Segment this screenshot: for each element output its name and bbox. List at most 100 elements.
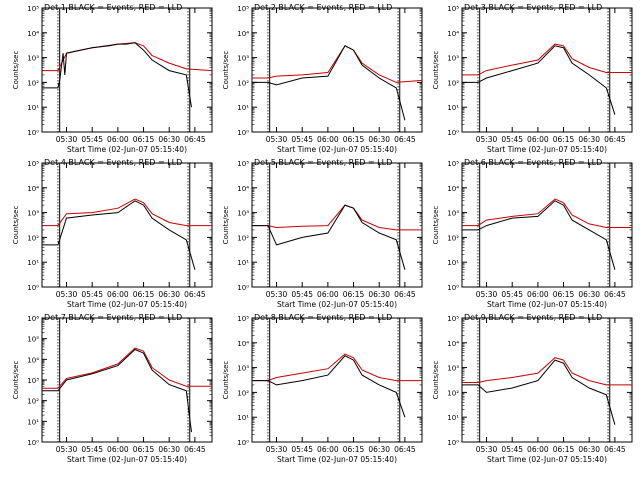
y-tick-label: 10⁰ <box>447 284 459 292</box>
y-axis-label: Counts/sec <box>12 206 20 245</box>
y-tick-label: 10⁵ <box>237 160 249 168</box>
plot-frame <box>461 7 633 133</box>
series-line-lld <box>462 357 632 386</box>
y-tick-label: 10⁵ <box>237 315 249 323</box>
x-tick-label: 06:45 <box>604 135 626 144</box>
series-line-events <box>462 359 616 425</box>
y-tick-label: 10⁵ <box>447 315 459 323</box>
y-tick-label: 10⁴ <box>447 185 459 193</box>
y-tick-label: 10¹ <box>27 104 39 112</box>
panel-title: Det 9 BLACK = Events, RED = LLD <box>464 313 602 322</box>
x-tick-label: 05:45 <box>81 290 103 299</box>
series-line-lld <box>42 42 213 72</box>
y-tick-label: 10⁵ <box>27 160 39 168</box>
x-axis-label: Start Time (02-Jun-07 05:15:40) <box>277 455 397 464</box>
x-tick-label: 05:30 <box>266 135 288 144</box>
y-tick-label: 10⁴ <box>237 30 249 38</box>
x-tick-label: 05:45 <box>501 135 523 144</box>
y-tick-label: 10³ <box>27 210 39 218</box>
plot-frame <box>461 162 633 288</box>
x-tick-label: 06:30 <box>158 290 180 299</box>
y-tick-label: 10² <box>237 389 249 397</box>
y-axis-label: Counts/sec <box>222 206 230 245</box>
x-tick-label: 06:15 <box>553 135 575 144</box>
y-tick-label: 10¹ <box>237 259 249 267</box>
x-tick-label: 06:45 <box>184 445 206 454</box>
x-tick-label: 06:00 <box>317 135 339 144</box>
series-line-lld <box>252 45 423 83</box>
x-tick-label: 06:30 <box>158 135 180 144</box>
y-tick-label: 10⁵ <box>237 5 249 13</box>
y-tick-label: 10⁵ <box>27 336 39 344</box>
y-tick-label: 10¹ <box>237 414 249 422</box>
panel-title: Det 3 BLACK = Events, RED = LLD <box>464 3 602 12</box>
y-tick-label: 10⁴ <box>27 356 39 364</box>
y-axis-label: Counts/sec <box>432 206 440 245</box>
y-tick-label: 10³ <box>27 377 39 385</box>
y-tick-label: 10¹ <box>447 414 459 422</box>
x-tick-label: 05:45 <box>291 135 313 144</box>
x-tick-label: 05:30 <box>476 290 498 299</box>
y-tick-label: 10⁴ <box>447 30 459 38</box>
y-tick-label: 10¹ <box>237 104 249 112</box>
x-tick-label: 06:45 <box>184 135 206 144</box>
x-tick-label: 06:45 <box>394 445 416 454</box>
y-tick-label: 10⁵ <box>447 160 459 168</box>
x-tick-label: 06:00 <box>317 290 339 299</box>
y-axis-label: Counts/sec <box>222 51 230 90</box>
y-tick-label: 10² <box>237 234 249 242</box>
x-tick-label: 06:15 <box>343 135 365 144</box>
y-tick-label: 10² <box>27 398 39 406</box>
panel-title: Det 7 BLACK = Events, RED = LLD <box>44 313 182 322</box>
panel-title: Det 6 BLACK = Events, RED = LLD <box>464 158 602 167</box>
y-tick-label: 10⁰ <box>237 129 249 137</box>
y-tick-label: 10⁵ <box>27 5 39 13</box>
plot-frame <box>251 162 423 288</box>
x-tick-label: 06:45 <box>394 135 416 144</box>
y-tick-label: 10² <box>447 79 459 87</box>
y-tick-label: 10¹ <box>447 259 459 267</box>
y-tick-label: 10⁰ <box>27 284 39 292</box>
plot-frame <box>251 7 423 133</box>
panel-title: Det 5 BLACK = Events, RED = LLD <box>254 158 392 167</box>
series-line-lld <box>252 353 422 382</box>
x-axis-label: Start Time (02-Jun-07 05:15:40) <box>487 145 607 154</box>
chart-panel: 10⁰ 10¹ 10² 10³ 10⁴ 10⁵ 10⁶ 05:30 05:45 06:00 06:1… <box>12 313 213 464</box>
y-tick-label: 10³ <box>237 55 249 63</box>
y-tick-label: 10⁰ <box>237 284 249 292</box>
y-tick-label: 10⁰ <box>447 129 459 137</box>
plot-frame <box>251 317 423 443</box>
x-axis-label: Start Time (02-Jun-07 05:15:40) <box>67 300 187 309</box>
x-tick-label: 05:30 <box>266 445 288 454</box>
y-axis-label: Counts/sec <box>432 51 440 90</box>
y-tick-label: 10² <box>237 79 249 87</box>
series-line-lld <box>462 198 632 228</box>
series-line-lld <box>42 198 212 227</box>
y-tick-label: 10⁰ <box>237 439 249 447</box>
y-tick-label: 10² <box>27 234 39 242</box>
x-tick-label: 06:30 <box>368 135 390 144</box>
y-axis-label: Counts/sec <box>432 361 440 400</box>
y-axis-label: Counts/sec <box>12 51 20 90</box>
x-tick-label: 05:30 <box>56 290 78 299</box>
y-tick-label: 10⁴ <box>27 30 39 38</box>
y-tick-label: 10³ <box>237 365 249 373</box>
series-line-lld <box>42 347 212 389</box>
x-tick-label: 06:15 <box>133 445 155 454</box>
x-tick-label: 05:30 <box>476 445 498 454</box>
x-tick-label: 06:15 <box>133 290 155 299</box>
series-line-events <box>42 348 192 433</box>
x-tick-label: 05:45 <box>81 445 103 454</box>
y-tick-label: 10² <box>447 389 459 397</box>
x-axis-label: Start Time (02-Jun-07 05:15:40) <box>277 145 397 154</box>
x-tick-label: 06:00 <box>317 445 339 454</box>
y-tick-label: 10³ <box>447 210 459 218</box>
x-tick-label: 06:30 <box>578 445 600 454</box>
